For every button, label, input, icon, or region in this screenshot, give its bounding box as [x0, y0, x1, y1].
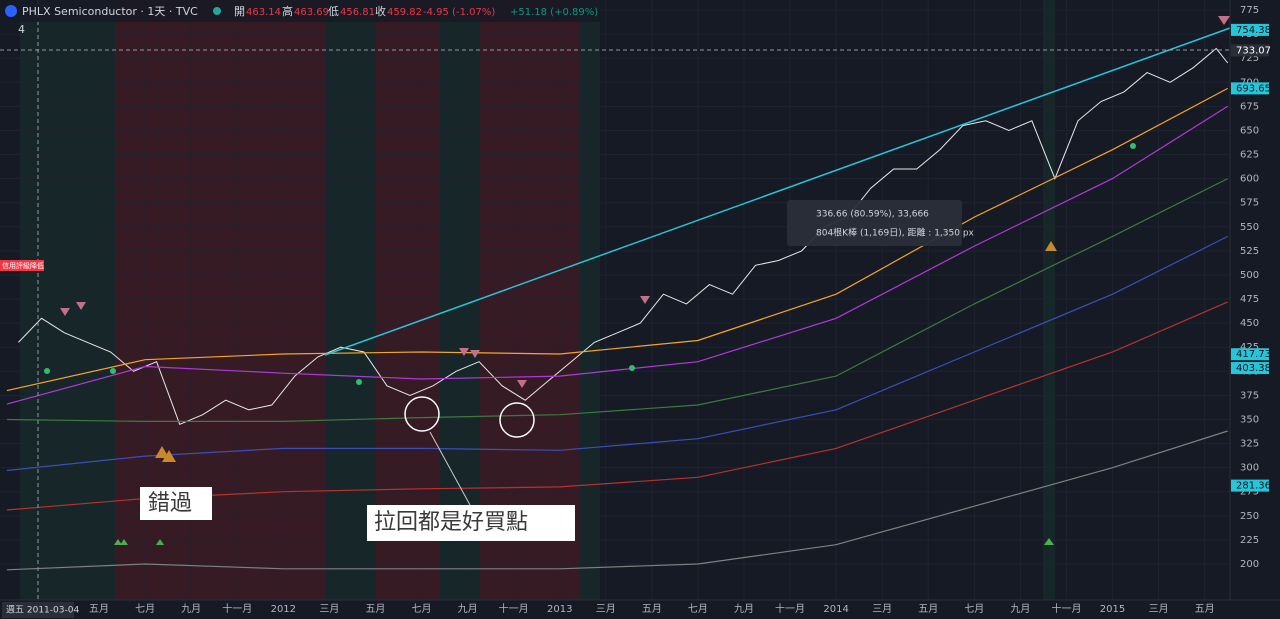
ma-line	[6, 430, 1228, 571]
x-tick-label: 五月	[1195, 603, 1215, 615]
ohlc-label: 高	[282, 4, 293, 18]
ohlc: 463.14	[246, 7, 281, 18]
y-tick-label: 600	[1240, 174, 1259, 185]
symbol: PHLX Semiconductor · 1天 · TVC	[22, 5, 198, 18]
ma-line	[6, 105, 1229, 405]
ohlc: 463.69	[294, 7, 329, 18]
y-tick-label: 525	[1240, 246, 1259, 257]
measure: 804根K棒 (1,169日), 距離 : 1,350 px	[816, 227, 975, 239]
x-tick-label: 三月	[319, 603, 339, 615]
price-tag	[1231, 479, 1269, 492]
note: 錯過	[148, 491, 192, 516]
note-box	[140, 487, 212, 520]
indicators: 4	[18, 23, 25, 36]
price-tag-label: 754.38	[1236, 25, 1271, 36]
x-tick-label: 五月	[918, 603, 938, 615]
ma-line	[6, 301, 1228, 511]
y-tick-label: 375	[1240, 390, 1259, 401]
ma-line	[6, 87, 1228, 392]
y-tick-label: 725	[1240, 53, 1259, 64]
x-tick-label: 十一月	[775, 602, 805, 615]
status	[213, 7, 221, 15]
date-tag	[2, 602, 74, 618]
price-tag	[1231, 348, 1269, 361]
y-tick-label: 425	[1240, 342, 1259, 353]
y-tick-label: 650	[1240, 125, 1259, 136]
y-tick-label: 325	[1240, 439, 1259, 450]
y-tick-label: 625	[1240, 150, 1259, 161]
x-tick-label: 七月	[412, 603, 432, 615]
price-tag-label: 281.36	[1236, 481, 1271, 492]
x-tick-label: 三月	[596, 603, 616, 615]
x-tick-label: 七月	[688, 603, 708, 615]
x-tick-label: 九月	[458, 603, 478, 615]
x-tick-label: 九月	[181, 603, 201, 615]
price-tag-label: 733.07	[1236, 45, 1271, 56]
lines	[6, 47, 1229, 571]
y-tick-label: 575	[1240, 198, 1259, 209]
x-tick-label: 五月	[365, 603, 385, 615]
crosshair-date: 週五 2011-03-04	[6, 605, 79, 616]
x-tick-label: 九月	[1010, 603, 1030, 615]
price-tag	[1231, 23, 1269, 36]
x-tick-label: 十一月	[222, 602, 252, 615]
header-bg	[0, 0, 600, 22]
trend-line	[324, 27, 1231, 356]
x-tick-label: 2013	[547, 604, 572, 615]
x-tick-label: 五月	[89, 603, 109, 615]
measure-box	[787, 200, 962, 246]
y-tick-label: 300	[1240, 463, 1259, 474]
x-tick-label: 十一月	[1051, 602, 1081, 615]
note-box	[367, 505, 575, 541]
ohlc-label: 低	[328, 5, 339, 18]
x-tick-label: 九月	[734, 603, 754, 615]
x-tick-label: 2014	[823, 604, 848, 615]
x-tick-label: 十一月	[499, 602, 529, 615]
x-tick-label: 七月	[135, 603, 155, 615]
y-tick-label: 500	[1240, 270, 1259, 281]
ohlc: 456.81	[340, 7, 375, 18]
y-tick-label: 225	[1240, 535, 1259, 546]
price-tag	[1231, 362, 1269, 375]
y-tick-label: 475	[1240, 294, 1259, 305]
ohlc-label: 收	[375, 4, 386, 18]
price-tag-label: 403.38	[1236, 363, 1271, 374]
x-axis-bg	[0, 600, 1280, 619]
y-tick-label: 775	[1240, 5, 1259, 16]
credit-tag	[0, 260, 44, 271]
y-tick-label: 450	[1240, 318, 1259, 329]
y-tick-label: 550	[1240, 222, 1259, 233]
x-tick-label: 七月	[964, 603, 984, 615]
price-tag-label: 693.65	[1236, 83, 1271, 94]
x-tick-label: 2015	[1100, 604, 1125, 615]
change2: +51.18 (+0.89%)	[510, 7, 598, 18]
flag	[5, 5, 17, 17]
y-tick-label: 250	[1240, 511, 1259, 522]
markers	[44, 16, 1230, 545]
ma-line	[6, 235, 1228, 472]
y-tick-label: 200	[1240, 559, 1259, 570]
axes: 2002252502753003253503754004254504755005…	[89, 5, 1271, 615]
ma-line	[6, 178, 1228, 422]
price-tag	[1231, 44, 1269, 57]
x-tick-label: 三月	[1149, 603, 1169, 615]
note: 拉回都是好買點	[374, 510, 528, 535]
x-tick-label: 五月	[642, 603, 662, 615]
price-tag-label: 417.73	[1236, 349, 1271, 360]
ohlc: 459.82	[387, 7, 422, 18]
change: -4.95 (-1.07%)	[423, 7, 495, 18]
credit-label: 信用評級降低	[2, 261, 44, 270]
y-tick-label: 675	[1240, 101, 1259, 112]
y-axis-bg	[1230, 0, 1280, 619]
y-tick-label: 275	[1240, 487, 1259, 498]
price-tag	[1231, 82, 1269, 95]
price-line	[18, 47, 1229, 425]
x-tick-label: 三月	[872, 603, 892, 615]
ohlc-label: 開	[234, 5, 245, 18]
x-tick-label: 2012	[271, 604, 296, 615]
measure: 336.66 (80.59%), 33,666	[816, 210, 929, 220]
y-tick-label: 350	[1240, 414, 1259, 425]
